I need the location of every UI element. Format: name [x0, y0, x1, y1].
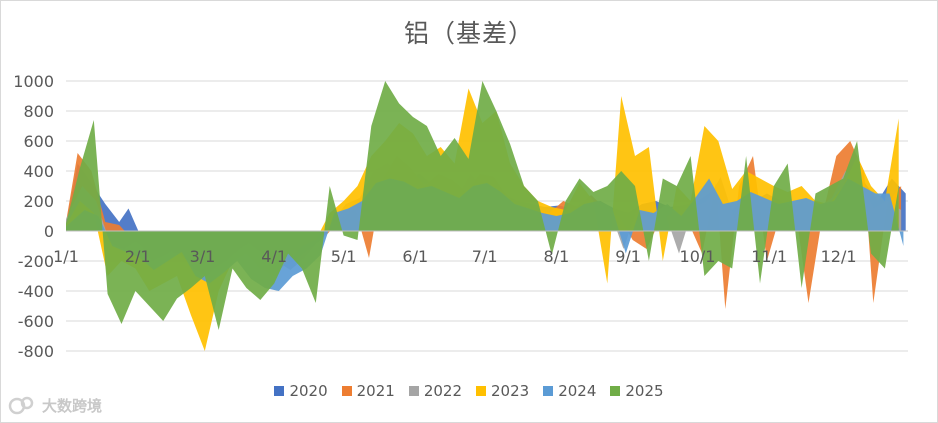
y-tick-label: 1000: [13, 72, 54, 91]
legend-label: 2020: [289, 382, 328, 400]
x-tick-label: 2/1: [125, 247, 151, 266]
y-tick-label: 600: [23, 132, 54, 151]
series-areas: [66, 81, 906, 351]
x-tick-label: 10/1: [680, 247, 716, 266]
y-tick-label: 800: [23, 102, 54, 121]
legend-item-2024: 2024: [543, 382, 596, 400]
y-tick-label: 200: [23, 192, 54, 211]
x-tick-label: 6/1: [402, 247, 428, 266]
x-tick-label: 5/1: [331, 247, 357, 266]
x-tick-label: 3/1: [190, 247, 216, 266]
legend-item-2020: 2020: [274, 382, 328, 400]
x-tick-label: 1/1: [53, 247, 79, 266]
x-tick-label: 11/1: [751, 247, 787, 266]
y-tick-label: -800: [18, 342, 54, 361]
series-area-2025: [66, 81, 899, 330]
legend-label: 2022: [423, 382, 462, 400]
legend-swatch: [543, 386, 554, 396]
legend: 2020 2021 2022 2023 2024 2025: [0, 381, 938, 401]
x-tick-label: 7/1: [472, 247, 498, 266]
watermark-logo-icon: [8, 396, 34, 415]
legend-label: 2023: [491, 382, 530, 400]
legend-swatch: [274, 386, 285, 396]
x-tick-label: 8/1: [544, 247, 570, 266]
legend-item-2021: 2021: [341, 382, 395, 400]
y-tick-label: -200: [18, 252, 54, 271]
x-tick-label: 4/1: [261, 247, 287, 266]
y-tick-label: 400: [23, 162, 54, 181]
y-tick-label: 0: [44, 222, 54, 241]
chart-title: 铝（基差）: [403, 19, 534, 48]
y-tick-label: -400: [18, 282, 54, 301]
legend-item-2025: 2025: [610, 382, 664, 400]
legend-swatch: [341, 386, 352, 396]
legend-label: 2024: [558, 382, 597, 400]
watermark-text: 大数跨境: [42, 396, 103, 415]
watermark: 大数跨境: [8, 394, 102, 416]
axes: -800 -600 -400 -200 0 200 400 600 800 1000 1/1 2/1 3…: [13, 72, 908, 361]
legend-label: 2025: [625, 382, 664, 400]
x-tick-label: 9/1: [615, 247, 641, 266]
legend-swatch: [408, 386, 419, 396]
legend-swatch: [610, 386, 621, 396]
y-tick-label: -600: [18, 312, 54, 331]
legend-swatch: [476, 386, 486, 396]
legend-item-2022: 2022: [408, 382, 462, 400]
legend-item-2023: 2023: [476, 382, 529, 400]
legend-label: 2021: [356, 382, 395, 400]
x-tick-label: 12/1: [821, 247, 857, 266]
